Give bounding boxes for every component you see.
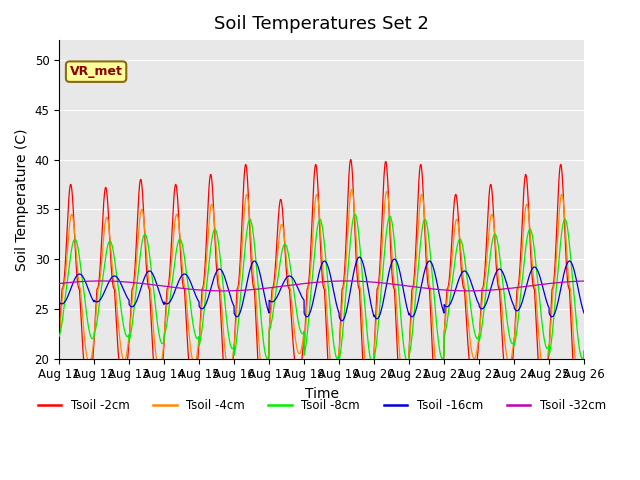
- Tsoil -32cm: [55, 281, 63, 287]
- Tsoil -8cm: [55, 334, 63, 339]
- Tsoil -16cm: [469, 285, 477, 291]
- Tsoil -4cm: [439, 358, 447, 364]
- Title: Soil Temperatures Set 2: Soil Temperatures Set 2: [214, 15, 429, 33]
- Line: Tsoil -4cm: Tsoil -4cm: [59, 190, 584, 388]
- Tsoil -8cm: [580, 354, 588, 360]
- Tsoil -32cm: [439, 287, 447, 293]
- Text: VR_met: VR_met: [70, 65, 122, 78]
- Tsoil -2cm: [439, 364, 447, 370]
- Tsoil -4cm: [348, 187, 356, 192]
- Tsoil -2cm: [347, 156, 355, 162]
- X-axis label: Time: Time: [305, 387, 339, 401]
- Tsoil -16cm: [580, 309, 588, 314]
- Tsoil -2cm: [302, 313, 310, 319]
- Tsoil -8cm: [580, 353, 588, 359]
- Tsoil -2cm: [580, 358, 588, 363]
- Tsoil -8cm: [369, 360, 376, 366]
- Tsoil -8cm: [150, 285, 157, 291]
- Tsoil -16cm: [338, 318, 346, 324]
- Line: Tsoil -32cm: Tsoil -32cm: [59, 281, 584, 291]
- Tsoil -16cm: [356, 254, 364, 260]
- Tsoil -8cm: [439, 355, 447, 361]
- Line: Tsoil -16cm: Tsoil -16cm: [59, 257, 584, 321]
- Line: Tsoil -2cm: Tsoil -2cm: [59, 159, 584, 418]
- Tsoil -8cm: [351, 211, 359, 217]
- Line: Tsoil -8cm: Tsoil -8cm: [59, 214, 584, 363]
- Tsoil -32cm: [220, 288, 227, 294]
- Tsoil -32cm: [580, 278, 588, 284]
- Tsoil -4cm: [580, 354, 588, 360]
- Tsoil -4cm: [365, 385, 373, 391]
- Tsoil -32cm: [302, 280, 310, 286]
- Legend: Tsoil -2cm, Tsoil -4cm, Tsoil -8cm, Tsoil -16cm, Tsoil -32cm: Tsoil -2cm, Tsoil -4cm, Tsoil -8cm, Tsoi…: [33, 394, 611, 416]
- Tsoil -32cm: [580, 278, 588, 284]
- Tsoil -16cm: [302, 313, 310, 319]
- Tsoil -16cm: [150, 273, 157, 278]
- Tsoil -32cm: [150, 282, 157, 288]
- Tsoil -32cm: [97, 278, 105, 284]
- Tsoil -4cm: [55, 334, 63, 339]
- Tsoil -2cm: [150, 358, 157, 364]
- Tsoil -4cm: [302, 324, 310, 329]
- Tsoil -8cm: [469, 321, 477, 326]
- Y-axis label: Soil Temperature (C): Soil Temperature (C): [15, 128, 29, 271]
- Tsoil -8cm: [302, 344, 310, 349]
- Tsoil -32cm: [410, 284, 418, 290]
- Tsoil -2cm: [55, 336, 63, 342]
- Tsoil -4cm: [150, 326, 157, 332]
- Tsoil -2cm: [410, 275, 418, 281]
- Tsoil -2cm: [469, 381, 477, 386]
- Tsoil -4cm: [580, 348, 588, 354]
- Tsoil -8cm: [410, 311, 418, 316]
- Tsoil -16cm: [580, 310, 588, 316]
- Tsoil -16cm: [439, 308, 447, 313]
- Tsoil -4cm: [469, 354, 477, 360]
- Tsoil -16cm: [55, 299, 63, 305]
- Tsoil -4cm: [410, 282, 418, 288]
- Tsoil -16cm: [410, 312, 418, 318]
- Tsoil -2cm: [580, 348, 588, 354]
- Tsoil -32cm: [469, 288, 477, 294]
- Tsoil -2cm: [364, 415, 372, 421]
